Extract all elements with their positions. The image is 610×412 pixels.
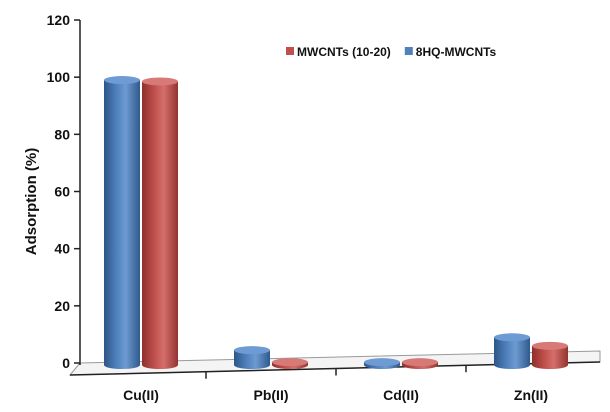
- bar-top-cap: [104, 76, 140, 85]
- bar-top-cap: [234, 346, 270, 355]
- bar-top-cap: [272, 358, 308, 367]
- bar-body: [104, 80, 140, 370]
- bars: [104, 76, 568, 370]
- y-tick-label: 60: [54, 184, 70, 200]
- bar: [104, 76, 140, 370]
- x-tick-label: Cu(II): [123, 387, 159, 403]
- legend: MWCNTs (10-20) 8HQ-MWCNTs: [286, 45, 497, 59]
- y-tick-label: 120: [47, 12, 71, 28]
- legend-label: 8HQ-MWCNTs: [416, 45, 497, 59]
- bar-top-cap: [142, 77, 178, 86]
- x-tick-label: Zn(II): [514, 387, 548, 403]
- y-tick-label: 40: [54, 241, 70, 257]
- bar-top-cap: [364, 358, 400, 367]
- bar: [272, 358, 308, 369]
- y-axis-title: Adsorption (%): [23, 148, 40, 255]
- x-tick-label: Cd(II): [383, 387, 419, 403]
- x-tick-label: Pb(II): [254, 387, 289, 403]
- bar-body: [494, 337, 530, 369]
- legend-swatch: [286, 47, 294, 55]
- bar: [142, 77, 178, 370]
- y-tick-label: 20: [54, 298, 70, 314]
- bar-top-cap: [402, 358, 438, 367]
- bar-top-cap: [532, 341, 568, 350]
- bar: [364, 358, 400, 369]
- bar-top-cap: [494, 333, 530, 342]
- legend-swatch: [404, 47, 413, 55]
- legend-label: MWCNTs (10-20): [297, 45, 391, 59]
- y-tick-label: 0: [62, 355, 70, 371]
- bar-body: [532, 345, 568, 369]
- bar: [234, 346, 270, 369]
- bar: [532, 341, 568, 369]
- bar: [402, 358, 438, 369]
- axis-labels: 0 20 40 60 80 100 120 Adsorption (%) Cu(II) Pb(II…: [23, 12, 548, 403]
- y-tick-label: 100: [47, 69, 71, 85]
- bar-body: [142, 81, 178, 370]
- bar-body: [234, 350, 270, 369]
- y-tick-label: 80: [54, 126, 70, 142]
- bar: [494, 333, 530, 369]
